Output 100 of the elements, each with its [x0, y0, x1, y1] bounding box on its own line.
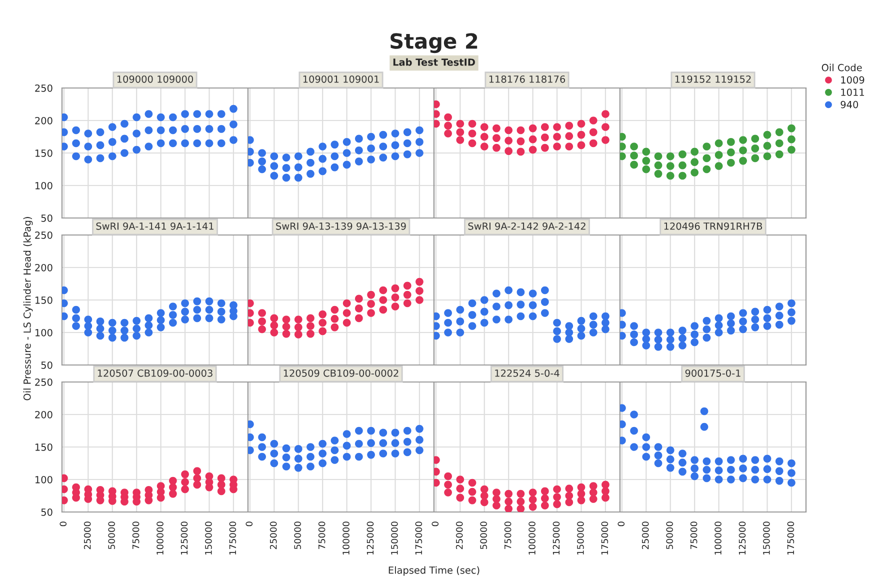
point: [416, 286, 424, 295]
point: [456, 328, 464, 336]
point: [294, 454, 302, 463]
x-tick-label: 75000: [132, 522, 140, 550]
point: [528, 146, 537, 154]
point: [416, 138, 424, 146]
y-tick-label: 50: [41, 214, 52, 222]
text: Stage 2: [390, 33, 478, 54]
chart-title: 119152 119152: [675, 75, 751, 83]
point: [294, 330, 302, 338]
point: [690, 330, 699, 338]
point: [516, 126, 525, 134]
point: [540, 298, 549, 306]
point: [492, 495, 500, 503]
point: [763, 476, 772, 484]
point: [270, 321, 278, 330]
point: [504, 316, 513, 324]
text: Elapsed Time (sec): [388, 566, 480, 576]
point: [775, 467, 784, 475]
point: [726, 138, 735, 146]
point: [144, 321, 153, 330]
point: [403, 290, 412, 299]
point: [444, 480, 452, 489]
point: [666, 455, 674, 464]
point: [330, 306, 339, 314]
point: [739, 309, 747, 317]
point: [181, 139, 189, 148]
point: [96, 154, 104, 162]
point: [642, 156, 650, 165]
text: Oil Pressure - LS Cylinder Head (kPag): [23, 217, 33, 400]
point: [504, 301, 513, 310]
point: [714, 321, 723, 330]
point: [565, 322, 574, 330]
point: [553, 132, 561, 141]
point: [690, 168, 699, 176]
point: [181, 485, 189, 494]
x-tick-label: 175000: [415, 522, 422, 554]
point: [230, 136, 238, 144]
y-tick-label: 100: [35, 476, 52, 484]
point: [444, 318, 452, 327]
point: [282, 322, 290, 331]
point: [72, 126, 80, 134]
point: [282, 462, 290, 470]
point: [642, 342, 650, 350]
point: [700, 407, 708, 416]
point: [726, 158, 735, 167]
point: [258, 149, 266, 157]
point: [306, 314, 314, 322]
x-tick-label: 175000: [787, 522, 794, 554]
point: [516, 300, 525, 308]
point: [330, 446, 339, 454]
point: [205, 139, 214, 148]
point: [714, 314, 723, 322]
point: [714, 139, 723, 148]
point: [367, 156, 375, 164]
point: [354, 294, 363, 303]
point: [775, 150, 784, 158]
point: [367, 309, 375, 317]
point: [444, 122, 452, 130]
point: [528, 496, 537, 504]
point: [690, 456, 699, 464]
point: [480, 498, 488, 506]
point: [763, 454, 772, 463]
point: [540, 502, 549, 510]
y-tick-label: 50: [41, 361, 52, 369]
point: [144, 142, 153, 150]
point: [379, 296, 388, 304]
point: [642, 328, 650, 336]
point: [714, 328, 723, 336]
point: [666, 336, 674, 344]
point: [726, 456, 735, 464]
point: [84, 130, 92, 138]
point: [528, 135, 537, 144]
point: [642, 335, 650, 343]
x-tick-label: 25000: [270, 522, 277, 550]
point: [168, 113, 177, 122]
point: [714, 162, 723, 170]
point: [330, 323, 339, 332]
point: [403, 448, 412, 456]
point: [132, 130, 141, 138]
point: [456, 128, 464, 136]
point: [775, 128, 784, 136]
point: [120, 334, 128, 342]
point: [132, 324, 141, 333]
point: [391, 439, 400, 448]
point: [788, 124, 796, 132]
point: [84, 316, 92, 324]
point: [602, 123, 610, 131]
point: [306, 158, 314, 167]
point: [456, 476, 464, 484]
point: [456, 318, 464, 326]
point: [72, 306, 80, 314]
point: [589, 482, 598, 490]
y-tick-label: 250: [35, 231, 52, 239]
point: [602, 325, 610, 334]
point: [217, 125, 226, 133]
x-tick-label: 50000: [666, 522, 673, 550]
point: [528, 290, 537, 298]
point: [193, 314, 202, 322]
point: [391, 450, 400, 458]
